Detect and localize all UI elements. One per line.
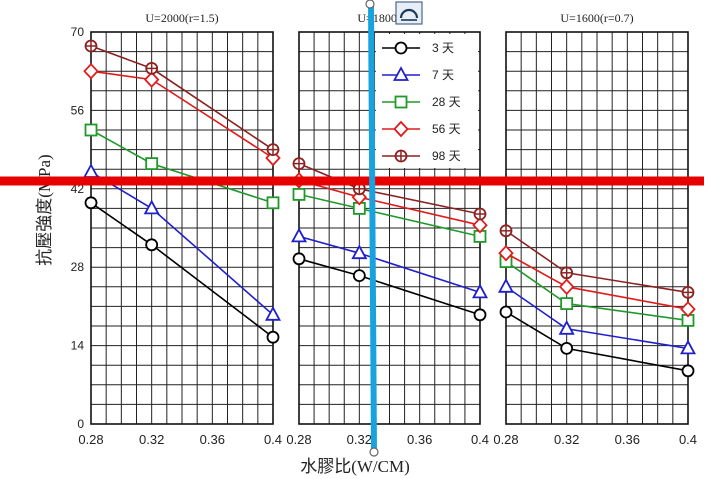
data-point (290, 227, 308, 243)
data-point (680, 300, 696, 318)
data-point (560, 341, 574, 355)
data-point (681, 364, 695, 378)
data-point (145, 238, 159, 252)
data-point (145, 157, 159, 171)
legend-box (376, 34, 478, 168)
x-tick-label: 0.28 (78, 432, 103, 447)
x-tick-label: 0.32 (554, 432, 579, 447)
data-point (352, 269, 366, 283)
annotation-overlay (0, 0, 704, 457)
data-point (264, 305, 282, 321)
y-tick-label: 14 (71, 339, 85, 353)
data-point (497, 277, 515, 293)
data-point (393, 120, 409, 138)
x-tick-label: 0.28 (286, 432, 311, 447)
x-tick-label: 0.32 (139, 432, 164, 447)
data-point (560, 266, 574, 280)
panel-title: U=1600(r=0.7) (560, 11, 633, 25)
data-point (558, 278, 575, 296)
data-point (392, 66, 410, 81)
data-point (292, 252, 306, 266)
x-tick-label: 0.4 (471, 432, 489, 447)
data-point (558, 319, 575, 335)
data-point (266, 143, 280, 157)
data-point (84, 123, 98, 137)
data-point (473, 308, 487, 322)
data-point (473, 207, 487, 221)
x-tick-label: 0.28 (493, 432, 518, 447)
data-point (143, 199, 160, 215)
panel-title: U=2000(r=1.5) (145, 11, 218, 25)
data-point (84, 196, 98, 210)
data-point (394, 95, 408, 109)
overlay-widget-icon[interactable] (395, 1, 423, 25)
data-point (498, 244, 514, 262)
x-tick-label: 0.32 (347, 432, 372, 447)
data-point (145, 62, 159, 75)
legend-label: 7 天 (432, 68, 454, 82)
panel-1: U=2000(r=1.5) 0.28 0.32 0.36 0.4 (78, 11, 282, 447)
data-point (471, 283, 489, 299)
data-point (143, 71, 160, 88)
x-axis-label: 水膠比(W/CM) (300, 457, 410, 476)
x-tick-label: 0.4 (264, 432, 282, 447)
data-point (499, 224, 513, 238)
x-tick-label: 0.36 (615, 432, 640, 447)
data-point (560, 297, 574, 311)
legend-label: 28 天 (432, 95, 461, 109)
panel-3: U=1600(r=0.7) 0.28 0.32 0.36 0.4 (493, 11, 697, 447)
blue-line-handle-top[interactable] (365, 0, 375, 9)
blue-annotation-line (368, 3, 377, 453)
legend-label: 56 天 (432, 122, 461, 136)
data-point (292, 187, 306, 201)
data-point (679, 339, 697, 355)
y-tick-label: 56 (71, 103, 85, 117)
data-point (394, 41, 408, 55)
data-point (83, 62, 99, 80)
legend: 3 天 7 天 28 天 56 天 98 天 (376, 34, 478, 168)
y-tick-label: 70 (71, 25, 85, 39)
data-point (472, 216, 488, 234)
data-point (266, 330, 280, 344)
chart-panels: U=2000(r=1.5)0.28 0.32 0.36 0.4U=1800(r=1)0… (78, 11, 697, 447)
y-axis-label: 抗壓強度(MPa) (35, 154, 54, 265)
blue-line-handle-bottom[interactable] (369, 447, 379, 457)
legend-label: 98 天 (432, 149, 461, 163)
x-tick-label: 0.36 (200, 432, 225, 447)
data-point (681, 285, 695, 299)
data-point (499, 305, 513, 319)
legend-label: 3 天 (432, 41, 454, 55)
data-point (84, 39, 98, 53)
x-tick-label: 0.36 (407, 432, 432, 447)
panel-2: U=1800(r=1)0.28 0.32 0.36 0.4 (286, 11, 489, 447)
data-point (82, 163, 100, 178)
data-point (394, 149, 408, 163)
data-point (351, 244, 368, 260)
y-tick-label: 28 (71, 260, 85, 274)
data-point (266, 196, 280, 210)
x-tick-label: 0.4 (679, 432, 697, 447)
data-point (292, 157, 306, 171)
panel-frame (90, 31, 274, 425)
y-tick-label: 0 (77, 417, 84, 431)
